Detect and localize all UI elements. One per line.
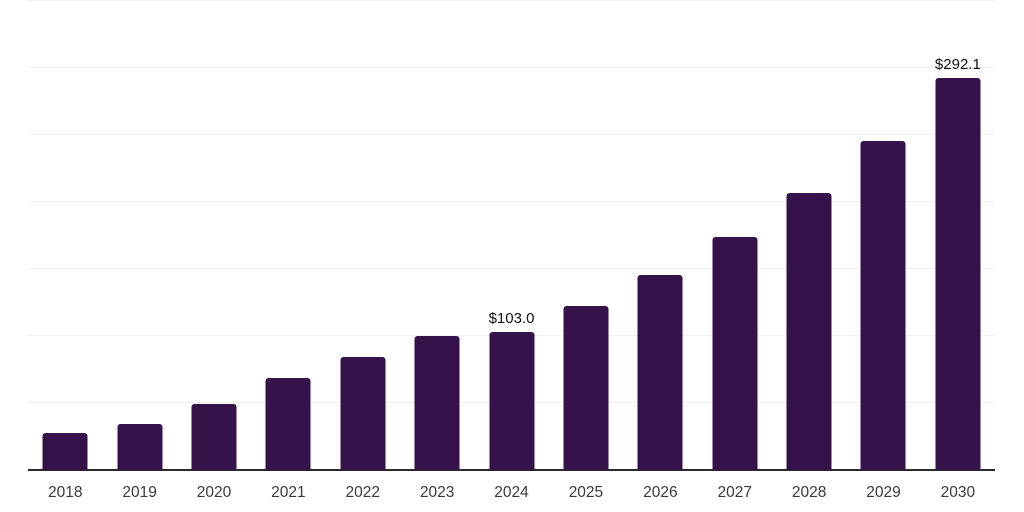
bar-2019 [117,424,163,470]
x-tick-label-2025: 2025 [568,484,604,501]
bar-2027 [712,237,758,470]
gridline [28,133,995,135]
bar-band: $103.0 [474,0,548,470]
value-label-2030: $292.1 [934,56,981,74]
bar-band [102,0,176,470]
x-tick-label-2020: 2020 [196,484,232,501]
plot-area: $103.0 $292.1 [28,0,995,471]
x-tick-label-2021: 2021 [271,484,306,501]
x-axis-line [28,469,995,471]
bar-band [772,0,846,470]
gridline [28,200,995,202]
x-tick-label-2027: 2027 [717,484,752,501]
bar-2022 [340,356,386,470]
gridline [28,66,995,68]
x-tick-label-2023: 2023 [419,484,455,501]
bar-band: $292.1 [921,0,995,470]
bar-2028 [786,193,832,470]
x-tick-label-2028: 2028 [791,484,827,501]
x-tick-label-2026: 2026 [643,484,678,501]
bars-container: $103.0 $292.1 [28,0,995,470]
bar-band [549,0,623,470]
bar-2024 [489,331,535,470]
x-tick-label-2029: 2029 [866,484,901,501]
x-axis-labels: 2018 2019 2020 2021 2022 2023 2024 2025 2026 2027… [28,484,995,502]
gridline [28,267,995,269]
bar-band [326,0,400,470]
bar-2029 [860,140,906,470]
x-tick-label-2022: 2022 [345,484,380,501]
bar-2026 [637,274,683,470]
bar-band [28,0,102,470]
bar-band [846,0,920,470]
value-label-2024: $103.0 [488,309,535,327]
bar-band [623,0,697,470]
bar-band [400,0,474,470]
bar-2020 [191,403,237,470]
x-tick-label-2030: 2030 [940,484,976,501]
x-tick-label-2024: 2024 [494,484,529,501]
bar-2030 [935,78,981,470]
bar-2018 [42,432,88,470]
bar-2021 [265,378,311,470]
bar-2025 [563,305,609,470]
x-tick-label-2018: 2018 [47,484,83,501]
x-tick-label-2019: 2019 [122,484,157,501]
bar-band [698,0,772,470]
gridline [28,0,995,1]
bar-band [251,0,325,470]
bar-2023 [414,335,460,470]
bar-band [177,0,251,470]
